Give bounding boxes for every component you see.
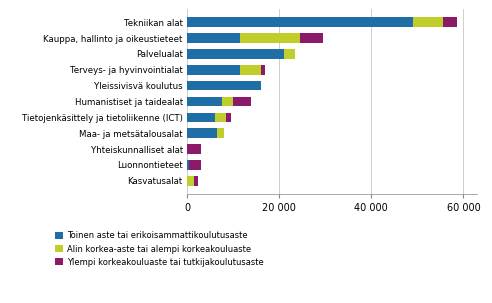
Bar	[187, 18, 413, 27]
Bar	[240, 65, 261, 75]
Bar	[217, 128, 224, 138]
Bar	[187, 176, 194, 185]
Legend: Toinen aste tai erikoisammattikoulutusaste, Alin korkea-aste tai alempi korkeako: Toinen aste tai erikoisammattikoulutusas…	[55, 231, 264, 267]
Bar	[187, 160, 189, 170]
Bar	[240, 33, 300, 43]
Bar	[233, 97, 251, 106]
Bar	[194, 176, 198, 185]
Bar	[187, 81, 261, 90]
Bar	[261, 65, 265, 75]
Bar	[187, 144, 201, 154]
Bar	[300, 33, 323, 43]
Bar	[187, 97, 221, 106]
Bar	[284, 49, 295, 59]
Bar	[215, 113, 226, 122]
Bar	[226, 113, 231, 122]
Bar	[187, 49, 284, 59]
Bar	[221, 97, 233, 106]
Bar	[187, 33, 240, 43]
Bar	[443, 18, 457, 27]
Bar	[187, 65, 240, 75]
Bar	[189, 160, 201, 170]
Bar	[187, 113, 215, 122]
Bar	[187, 128, 217, 138]
Bar	[413, 18, 443, 27]
